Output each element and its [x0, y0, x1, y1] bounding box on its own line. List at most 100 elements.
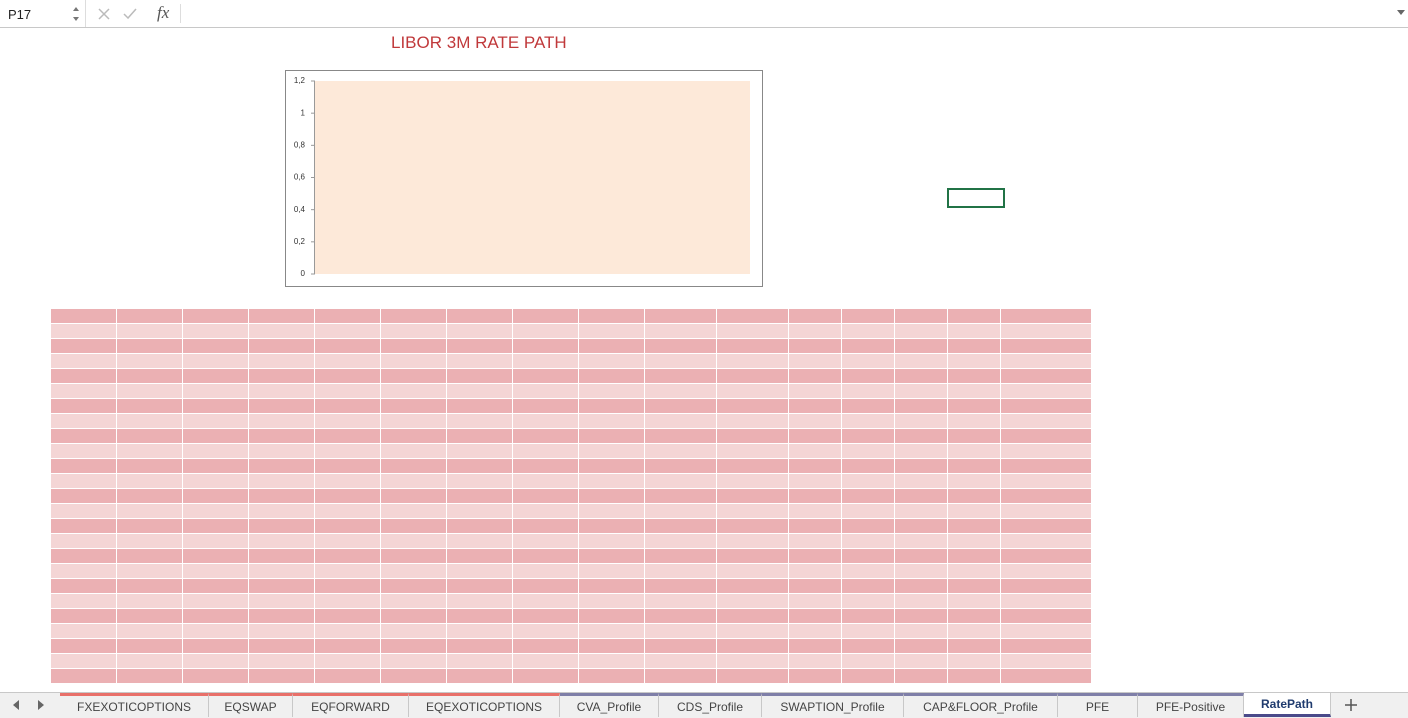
table-cell: [183, 639, 248, 653]
table-cell: [447, 414, 512, 428]
table-cell: [789, 489, 841, 503]
table-cell: [315, 384, 380, 398]
sheet-tab[interactable]: EQFORWARD: [293, 693, 409, 717]
chart[interactable]: 0 0,2 0,4 0,6 0,8 1 1,2: [285, 70, 763, 287]
table-cell: [895, 369, 947, 383]
plot-area: [315, 81, 750, 274]
table-cell: [1001, 339, 1091, 353]
table-cell: [513, 354, 578, 368]
table-cell: [789, 369, 841, 383]
table-cell: [895, 519, 947, 533]
table-cell: [717, 609, 788, 623]
table-cell: [183, 309, 248, 323]
table-cell: [51, 669, 116, 683]
table-cell: [645, 324, 716, 338]
table-cell: [381, 309, 446, 323]
table-cell: [842, 564, 894, 578]
table-cell: [1001, 474, 1091, 488]
table-cell: [1001, 639, 1091, 653]
table-cell: [447, 339, 512, 353]
table-cell: [117, 504, 182, 518]
table-cell: [717, 579, 788, 593]
table-cell: [1001, 414, 1091, 428]
table-cell: [447, 669, 512, 683]
table-cell: [842, 354, 894, 368]
add-sheet[interactable]: [1344, 698, 1358, 712]
table-cell: [315, 669, 380, 683]
table-cell: [948, 534, 1000, 548]
table-cell: [51, 519, 116, 533]
table-cell: [117, 489, 182, 503]
table-cell: [447, 549, 512, 563]
table-cell: [842, 609, 894, 623]
table-cell: [381, 444, 446, 458]
table-cell: [1001, 429, 1091, 443]
table-cell: [948, 309, 1000, 323]
table-cell: [645, 669, 716, 683]
table-cell: [948, 579, 1000, 593]
table-cell: [895, 579, 947, 593]
formula-bar: P17 fx: [0, 0, 1408, 28]
y-tick-label: 0,4: [294, 205, 306, 214]
y-tick-label: 1: [301, 108, 306, 117]
table-cell: [1001, 309, 1091, 323]
name-box[interactable]: P17: [8, 7, 32, 22]
sheet-tab[interactable]: PFE-Positive: [1138, 693, 1244, 717]
table-cell: [895, 654, 947, 668]
table-cell: [51, 324, 116, 338]
expand-formula[interactable]: [1396, 9, 1406, 17]
table-cell: [513, 519, 578, 533]
table-cell: [513, 309, 578, 323]
table-cell: [315, 504, 380, 518]
sheet-tab[interactable]: EQSWAP: [209, 693, 293, 717]
table-cell: [249, 579, 314, 593]
table-cell: [948, 354, 1000, 368]
table-cell: [249, 504, 314, 518]
table-cell: [51, 354, 116, 368]
table-cell: [117, 474, 182, 488]
table-cell: [579, 654, 644, 668]
table-cell: [579, 384, 644, 398]
table-cell: [645, 639, 716, 653]
sheet-tab[interactable]: CAP&FLOOR_Profile: [904, 693, 1058, 717]
table-cell: [513, 489, 578, 503]
sheet-tab[interactable]: RatePath: [1244, 693, 1331, 717]
table-cell: [842, 654, 894, 668]
table-cell: [842, 459, 894, 473]
table-cell: [117, 609, 182, 623]
sheet-tab[interactable]: SWAPTION_Profile: [762, 693, 904, 717]
sheet-tab[interactable]: CVA_Profile: [560, 693, 659, 717]
table-cell: [1001, 444, 1091, 458]
table-cell: [948, 444, 1000, 458]
fx-button[interactable]: fx: [157, 3, 170, 22]
table-cell: [895, 624, 947, 638]
table-cell: [948, 459, 1000, 473]
sheet-tab[interactable]: CDS_Profile: [659, 693, 762, 717]
table-cell: [842, 624, 894, 638]
table-cell: [717, 624, 788, 638]
sheet-tab[interactable]: PFE: [1058, 693, 1138, 717]
table-cell: [513, 444, 578, 458]
sheet-tab[interactable]: FXEXOTICOPTIONS: [60, 693, 209, 717]
sheet-tab[interactable]: EQEXOTICOPTIONS: [409, 693, 560, 717]
table-cell: [579, 474, 644, 488]
table-cell: [51, 534, 116, 548]
table-cell: [717, 519, 788, 533]
table-cell: [717, 489, 788, 503]
table-cell: [789, 429, 841, 443]
table-cell: [183, 399, 248, 413]
table-cell: [249, 414, 314, 428]
table-cell: [645, 309, 716, 323]
table-cell: [842, 324, 894, 338]
table-cell: [381, 474, 446, 488]
table-cell: [579, 399, 644, 413]
table-cell: [315, 519, 380, 533]
table-cell: [51, 654, 116, 668]
table-cell: [1001, 384, 1091, 398]
tab-scroll[interactable]: [10, 699, 50, 711]
table-cell: [447, 399, 512, 413]
table-cell: [645, 504, 716, 518]
table-cell: [645, 369, 716, 383]
name-box-spinner[interactable]: [70, 4, 82, 24]
table-cell: [1001, 354, 1091, 368]
